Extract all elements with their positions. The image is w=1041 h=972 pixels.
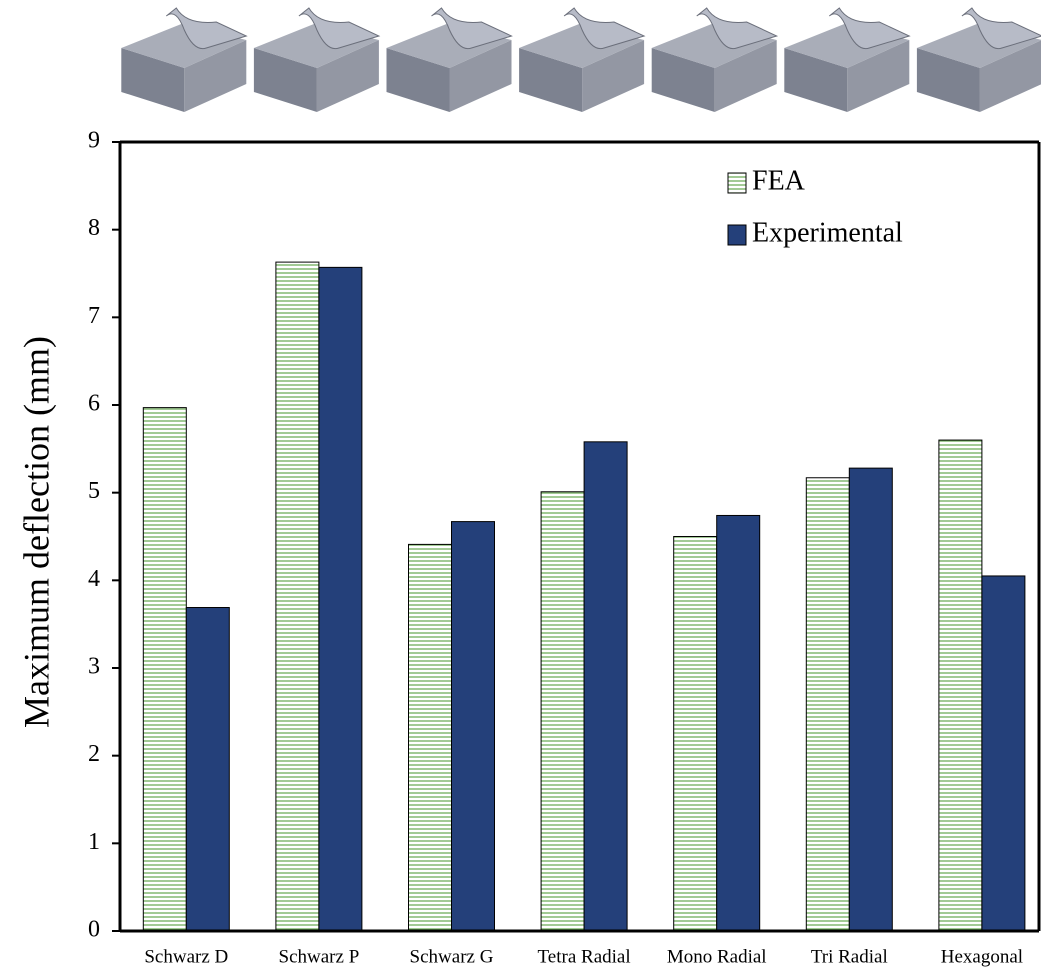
y-tick-label: 1 [88,829,100,855]
lattice-icon [784,7,911,112]
bar [938,439,983,932]
x-tick-label: Tetra Radial [538,946,631,967]
x-tick-label: Mono Radial [667,946,767,967]
bar [451,521,495,932]
icon-plate [563,7,646,50]
x-tick-label: Hexagonal [941,946,1023,967]
y-tick-label: 4 [88,566,100,592]
lattice-icon [651,7,779,112]
lattice-icon [386,7,513,112]
icon-side-left [519,48,583,112]
bar [275,261,320,932]
icon-side-left [916,48,980,112]
icon-side-left [386,48,450,112]
bar [318,266,363,932]
lattice-icon [916,7,1041,112]
y-tick-label: 3 [88,654,100,680]
y-tick-label: 0 [88,917,100,943]
lattice-icons [121,7,1041,112]
x-tick-label: Tri Radial [811,946,888,967]
icon-side-right [316,40,379,112]
y-tick-label: 6 [88,391,100,417]
bar [583,441,628,932]
lattice-icon [121,7,248,112]
legend-label: FEA [752,165,806,196]
bar [408,543,452,932]
bar [848,467,893,932]
icon-side-right [582,40,645,112]
x-tick-label: Schwarz P [279,946,360,967]
bar [716,514,761,932]
y-axis-label: Maximum deflection (mm) [16,336,56,728]
lattice-icon [253,7,381,112]
icon-side-left [784,48,848,112]
icon-side-right [184,40,247,112]
lattice-icon [519,7,646,112]
icon-plate [961,7,1041,50]
icon-side-right [449,40,512,112]
y-tick-label: 9 [88,128,100,154]
x-tick-label: Schwarz D [144,946,228,967]
icon-side-right [979,40,1041,112]
icon-plate [431,7,513,50]
icon-plate [696,7,779,50]
x-tick-label: Schwarz G [410,946,494,967]
y-tick-label: 2 [88,741,100,767]
icon-side-left [651,48,715,112]
icon-plate [298,7,381,50]
bar [142,407,187,932]
icon-plate [165,7,248,50]
icon-side-right [847,40,910,112]
bar [805,477,850,932]
bar [185,607,230,932]
legend-swatch [727,172,747,194]
y-tick-label: 8 [88,215,100,241]
bar [673,536,718,932]
icon-side-right [714,40,777,112]
y-tick-label: 5 [88,478,100,504]
legend-swatch [727,224,747,246]
icon-plate [828,7,911,50]
icon-side-left [253,48,317,112]
bar [540,491,585,932]
legend-label: Experimental [752,217,903,248]
bar [981,575,1026,932]
icon-side-left [121,48,185,112]
y-tick-label: 7 [88,303,100,329]
